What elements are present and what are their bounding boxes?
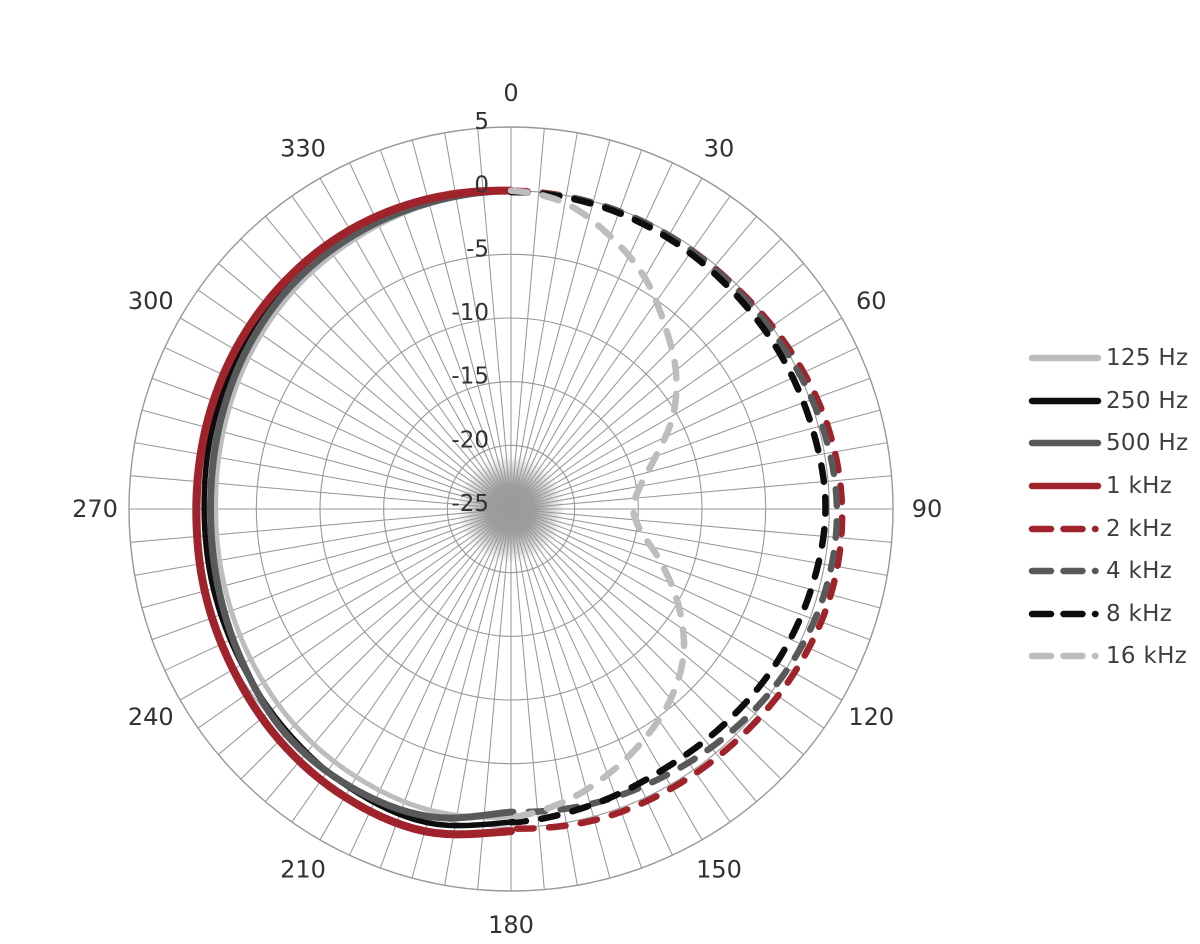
grid-spoke-135	[510, 508, 782, 780]
grid-spoke-50	[510, 263, 804, 510]
radial-label--20db: -20	[451, 427, 489, 453]
legend-item-250hz: 250 Hz	[1028, 380, 1188, 423]
radial-label--5db: -5	[466, 236, 489, 262]
grid-spoke-130	[510, 508, 804, 755]
legend-swatch-125hz	[1028, 355, 1102, 362]
angle-label-270: 270	[72, 495, 118, 523]
angle-label-30: 30	[704, 135, 735, 163]
grid-spoke-80	[510, 442, 888, 510]
grid-spoke-25	[510, 162, 673, 510]
grid-spoke-140	[510, 508, 757, 802]
grid-spoke-150	[510, 508, 703, 841]
legend-swatch-1khz	[1028, 482, 1102, 490]
angle-label-0: 0	[503, 79, 518, 107]
radial-tick-labels: 5 0 -5 -10 -15 -20 -25	[451, 109, 489, 517]
grid-spoke-175	[510, 508, 545, 890]
angle-tick-labels: 0 30 60 90 120 150 180 210 240 270 300 330	[72, 79, 942, 939]
grid-spoke-125	[510, 508, 825, 729]
grid-spoke-190	[444, 508, 512, 886]
grid-spoke-85	[510, 475, 892, 510]
legend-item-1khz: 1 kHz	[1028, 465, 1188, 508]
legend-label: 250 Hz	[1106, 387, 1189, 414]
legend-swatch-500hz	[1028, 440, 1102, 447]
legend-label: 1 kHz	[1106, 473, 1173, 500]
curve-125hz	[213, 188, 514, 820]
legend-item-8khz: 8 kHz	[1028, 593, 1188, 636]
legend-label: 125 Hz	[1106, 345, 1189, 372]
legend-swatch-2khz	[1028, 525, 1102, 532]
grid-spoke-105	[510, 508, 881, 609]
grid-spoke-20	[510, 149, 643, 510]
radial-label--25db: -25	[451, 491, 489, 517]
curve-8khz	[507, 188, 829, 826]
grid-spoke-160	[510, 508, 643, 869]
radial-label-5db: 5	[474, 109, 489, 135]
legend-swatch-4khz	[1028, 568, 1102, 575]
grid-spoke-45	[510, 238, 782, 510]
radial-label--10db: -10	[451, 300, 489, 326]
grid-spoke-10	[510, 132, 578, 510]
legend-label: 16 kHz	[1106, 643, 1188, 670]
angle-label-300: 300	[128, 287, 174, 315]
angle-label-60: 60	[856, 287, 887, 315]
legend-item-125hz: 125 Hz	[1028, 337, 1188, 380]
grid-spoke-110	[510, 508, 871, 641]
grid-spoke-155	[510, 508, 673, 856]
legend-item-4khz: 4 kHz	[1028, 550, 1188, 593]
radial-label-0db: 0	[474, 173, 489, 199]
legend-item-16khz: 16 kHz	[1028, 635, 1188, 678]
angle-label-210: 210	[280, 855, 326, 883]
radial-label--15db: -15	[451, 364, 489, 390]
angle-label-330: 330	[280, 135, 326, 163]
legend-label: 500 Hz	[1106, 430, 1189, 457]
grid-spoke-75	[510, 409, 881, 510]
legend-label: 8 kHz	[1106, 600, 1173, 627]
legend-item-500hz: 500 Hz	[1028, 422, 1188, 465]
grid-spoke-100	[510, 508, 888, 576]
legend: 125 Hz 250 Hz 500 Hz 1 kHz 2 kHz 4 kHz 8 kHz 16…	[1028, 337, 1188, 678]
grid-spoke-170	[510, 508, 578, 886]
angle-label-150: 150	[696, 855, 742, 883]
grid-spoke-40	[510, 216, 757, 510]
legend-swatch-16khz	[1028, 653, 1102, 660]
curve-1khz	[192, 186, 515, 839]
grid-spoke-145	[510, 508, 731, 823]
grid-spoke-165	[510, 508, 611, 879]
center-hub-disc	[457, 455, 565, 563]
angle-label-90: 90	[912, 495, 943, 523]
grid-spoke-95	[510, 508, 892, 543]
angle-label-180: 180	[488, 911, 534, 939]
legend-swatch-250hz	[1028, 397, 1102, 405]
legend-item-2khz: 2 kHz	[1028, 507, 1188, 550]
response-curves	[192, 186, 846, 839]
legend-label: 2 kHz	[1106, 515, 1173, 542]
curve-16khz	[507, 187, 688, 821]
legend-label: 4 kHz	[1106, 558, 1173, 585]
angle-label-240: 240	[128, 703, 174, 731]
legend-swatch-8khz	[1028, 610, 1102, 618]
angle-label-120: 120	[848, 703, 894, 731]
grid-spoke-235	[197, 508, 512, 729]
center-hub	[457, 455, 565, 563]
grid-spoke-5	[510, 128, 545, 510]
curve-500hz	[206, 187, 515, 822]
